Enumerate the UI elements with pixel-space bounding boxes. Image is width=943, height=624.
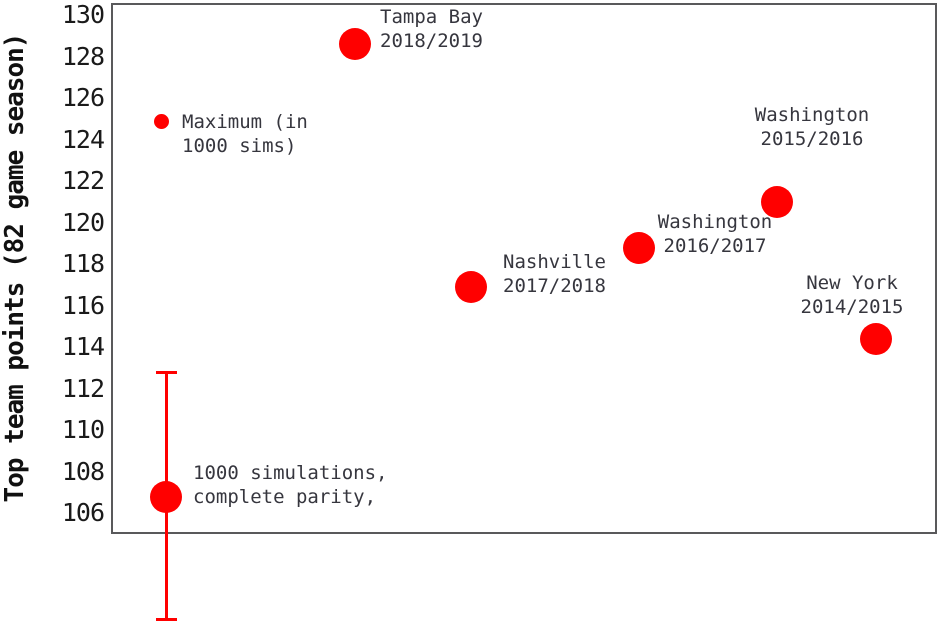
data-point-dot [455,271,488,304]
legend-label: Maximum (in 1000 sims) [182,111,308,157]
error-bar-top-cap [155,370,177,374]
data-point-label: Washington 2015/2016 [754,104,870,150]
data-point-dot [623,231,656,264]
y-tick-label: 106 [61,498,105,528]
plot-area [111,3,937,534]
data-point-label: New York 2014/2015 [800,272,904,318]
error-bar-bottom-cap [155,617,177,621]
y-tick-label: 130 [61,0,105,30]
data-point-label: 1000 simulations, complete parity, [193,462,388,508]
y-tick-label: 116 [61,290,105,320]
data-point-dot [761,186,794,219]
data-point-label: Washington 2016/2017 [657,211,773,257]
data-point-label: Nashville 2017/2018 [503,251,606,297]
legend-marker-icon [153,113,169,129]
y-tick-label: 118 [61,249,105,279]
y-tick-label: 108 [61,456,105,486]
y-tick-label: 126 [61,83,105,113]
y-tick-label: 110 [61,415,105,445]
y-tick-label: 128 [61,41,105,71]
y-tick-label: 114 [61,332,105,362]
data-point-label: Tampa Bay 2018/2019 [380,6,483,52]
y-axis-title: Top team points (82 game season) [0,33,30,503]
y-tick-label: 122 [61,166,105,196]
data-point-dot [339,28,372,61]
data-point-dot [859,323,892,356]
y-tick-label: 112 [61,373,105,403]
y-tick-label: 120 [61,207,105,237]
y-tick-label: 124 [61,124,105,154]
data-point-dot [150,480,183,513]
